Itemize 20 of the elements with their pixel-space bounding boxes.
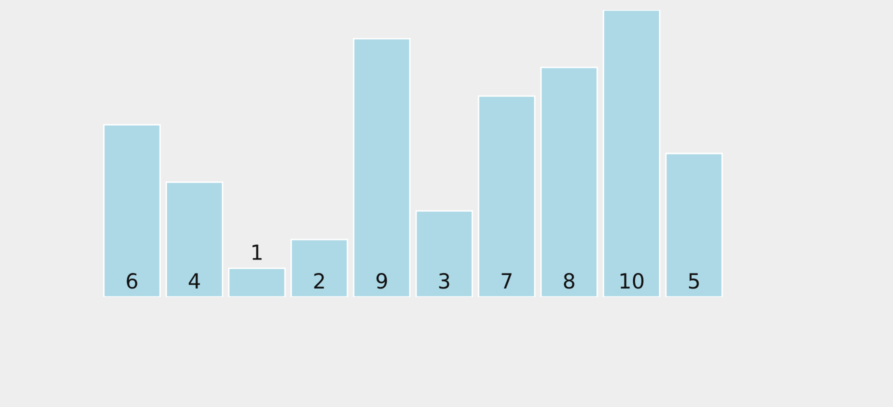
- bar: [228, 268, 286, 297]
- bar: [602, 10, 660, 297]
- data-label: 2: [314, 273, 324, 288]
- data-label: 10: [620, 273, 644, 289]
- bar: [103, 124, 161, 297]
- data-label: 9: [376, 273, 387, 289]
- data-label: 5: [689, 273, 699, 289]
- bar: [478, 95, 536, 297]
- data-label: 8: [564, 273, 574, 289]
- data-label: 4: [188, 273, 200, 288]
- data-label: 3: [439, 273, 450, 289]
- data-label: 7: [502, 273, 512, 288]
- bar: [166, 182, 224, 297]
- bar: [415, 210, 474, 297]
- data-label: 6: [126, 273, 138, 289]
- bar: [290, 238, 348, 297]
- bar: [352, 38, 411, 297]
- bar: [540, 66, 598, 297]
- data-label: 1: [252, 244, 262, 260]
- bar: [665, 152, 723, 297]
